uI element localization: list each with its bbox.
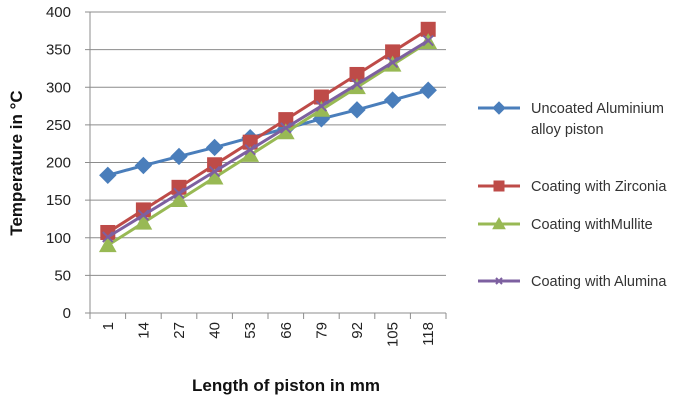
series-4 — [102, 34, 434, 243]
x-tick-label: 27 — [171, 322, 188, 339]
marker-x-stroke — [351, 78, 363, 90]
x-tick-labels: 1 14 27 40 53 66 79 92 105 118 — [100, 322, 437, 347]
marker-x-stroke — [315, 100, 328, 112]
marker-diamond — [348, 101, 366, 119]
legend-label: Coating withMullite — [531, 217, 653, 233]
legend: Uncoated Aluminium alloy piston Coating wi… — [478, 101, 667, 290]
marker-x-stroke — [102, 231, 114, 243]
marker-triangle — [134, 213, 153, 230]
x-axis-title: Length of piston in mm — [192, 376, 380, 395]
marker-triangle — [170, 191, 188, 208]
marker-square — [493, 180, 505, 192]
series-line — [107, 88, 429, 177]
marker-x-stroke — [173, 187, 185, 200]
x-tick-label: 105 — [385, 322, 402, 347]
marker-diamond — [205, 138, 224, 157]
y-tick-label: 400 — [46, 4, 71, 21]
marker-x — [244, 144, 256, 156]
marker-x — [137, 209, 150, 221]
legend-label: Coating with Zirconia — [531, 179, 667, 195]
legend-item-3: Coating withMullite — [478, 216, 653, 233]
x-tick-label: 79 — [313, 322, 330, 339]
marker-x — [351, 78, 363, 90]
series-2 — [100, 21, 436, 240]
legend-item-1: Uncoated Aluminium alloy piston — [478, 101, 664, 138]
x-tick-label: 92 — [349, 322, 366, 339]
marker-x-stroke — [495, 277, 503, 285]
y-tick-label: 200 — [46, 155, 71, 172]
legend-item-2: Coating with Zirconia — [478, 179, 667, 195]
legend-item-4: Coating with Alumina — [478, 274, 667, 290]
marker-x-stroke — [208, 165, 221, 178]
y-tick-label: 150 — [46, 192, 71, 209]
marker-x-stroke — [244, 144, 256, 156]
marker-triangle — [98, 236, 117, 253]
x-tick-label: 53 — [242, 322, 259, 339]
x-tick-label: 66 — [278, 322, 295, 339]
series-group — [98, 21, 438, 253]
series-line — [106, 40, 430, 247]
axes — [85, 11, 447, 319]
series-line — [107, 39, 429, 239]
legend-label: alloy piston — [531, 122, 604, 138]
x-tick-label: 40 — [207, 322, 224, 339]
marker-x-stroke — [137, 209, 150, 221]
x-tick-label: 118 — [420, 322, 437, 346]
marker-x — [315, 100, 328, 112]
marker-x-stroke — [386, 56, 399, 69]
series-line — [106, 28, 430, 234]
marker-x — [495, 277, 503, 285]
marker-x — [422, 34, 434, 47]
marker-x-stroke — [422, 34, 434, 47]
marker-diamond — [383, 91, 402, 109]
legend-label: Uncoated Aluminium — [531, 101, 664, 117]
y-tick-label: 300 — [46, 79, 71, 96]
y-axis-title: Temperature in °C — [7, 90, 26, 235]
y-tick-label: 100 — [46, 230, 71, 247]
marker-diamond — [419, 81, 437, 99]
marker-diamond — [170, 147, 188, 166]
marker-triangle — [492, 216, 506, 230]
marker-x — [208, 165, 221, 178]
series-1 — [99, 81, 437, 184]
marker-diamond — [99, 166, 117, 184]
y-tick-label: 50 — [54, 267, 71, 284]
y-tick-label: 0 — [63, 305, 71, 322]
y-tick-labels: 0 50 100 150 200 250 300 350 400 — [46, 4, 71, 322]
marker-diamond — [134, 156, 153, 175]
x-tick-label: 14 — [135, 322, 152, 339]
marker-x — [102, 231, 114, 243]
marker-x — [173, 187, 185, 200]
marker-x — [386, 56, 399, 69]
y-tick-label: 350 — [46, 42, 71, 59]
x-tick-label: 1 — [100, 322, 117, 330]
marker-diamond — [492, 101, 506, 115]
marker-x-stroke — [280, 122, 292, 134]
y-tick-label: 250 — [46, 117, 71, 134]
marker-x — [280, 122, 292, 134]
legend-label: Coating with Alumina — [531, 274, 667, 290]
